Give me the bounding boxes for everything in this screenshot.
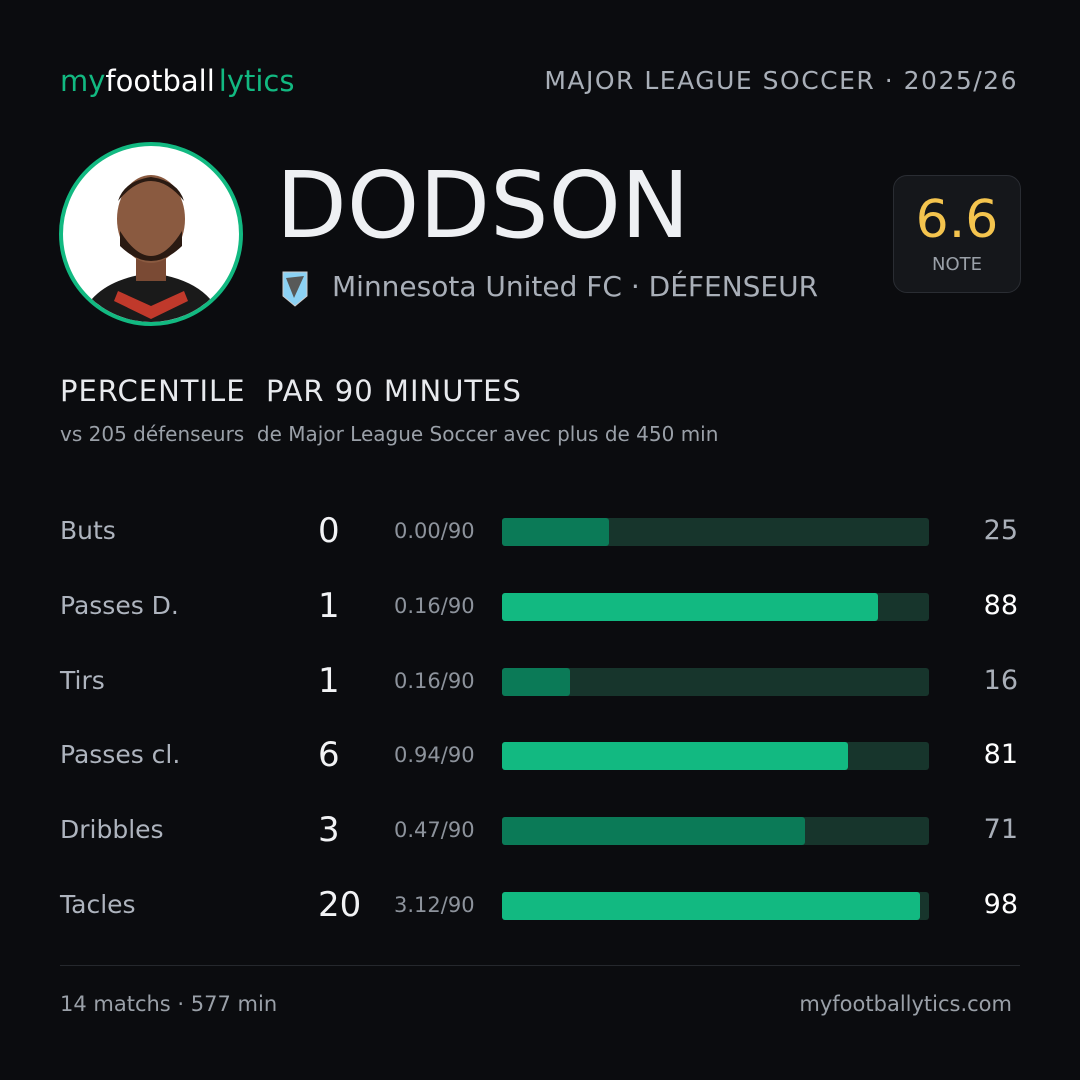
player-photo — [59, 142, 243, 326]
club-logo — [282, 271, 308, 307]
stat-count: 20 — [318, 885, 362, 925]
stat-per90: 0.47/90 — [394, 818, 475, 843]
brand-part: football — [105, 64, 215, 98]
brand-part: my — [60, 64, 106, 98]
bar-track — [502, 592, 929, 621]
rating-box: 6.6 NOTE — [893, 175, 1021, 293]
divider — [60, 965, 1020, 966]
percentile-bar — [502, 742, 848, 771]
stat-count: 6 — [318, 735, 340, 776]
brand-part: lytics — [218, 64, 295, 98]
brand: myfootball lytics — [60, 64, 294, 98]
rating-value: 6.6 — [915, 190, 999, 250]
stat-count: 3 — [318, 810, 340, 851]
player-name: DODSON — [276, 152, 690, 259]
stat-per90: 0.16/90 — [394, 668, 475, 693]
stat-percentile: 98 — [983, 889, 1018, 920]
stat-label: Passes D. — [60, 590, 179, 620]
stat-label: Buts — [60, 516, 116, 545]
stat-percentile: 81 — [983, 739, 1018, 771]
stat-count: 0 — [318, 511, 340, 551]
stat-percentile: 25 — [983, 515, 1018, 546]
stat-per90: 0.16/90 — [394, 593, 475, 618]
club-position: Minnesota United FC · DÉFENSEUR — [332, 270, 819, 303]
percentile-bar — [502, 518, 609, 546]
percentile-bar — [502, 667, 571, 696]
percentile-bar — [502, 592, 878, 621]
percentile-bar — [502, 892, 921, 920]
rating-label: NOTE — [931, 254, 982, 275]
stat-label: Tirs — [60, 665, 105, 695]
stat-percentile: 16 — [983, 664, 1018, 696]
section-subtitle: vs 205 défenseurs de Major League Soccer… — [60, 422, 719, 446]
stat-label: Passes cl. — [60, 740, 181, 770]
stat-label: Tacles — [60, 890, 136, 919]
stat-label: Dribbles — [60, 815, 164, 845]
stat-per90: 3.12/90 — [394, 893, 475, 917]
bar-track — [502, 817, 929, 846]
bar-track — [502, 667, 929, 696]
footer-left: 14 matchs · 577 min — [60, 992, 278, 1016]
bar-track — [502, 892, 929, 920]
section-title: PERCENTILE PAR 90 MINUTES — [60, 374, 522, 408]
bar-track — [502, 742, 929, 771]
percentile-bar — [502, 817, 806, 846]
stat-count: 1 — [318, 660, 340, 701]
stat-percentile: 88 — [983, 589, 1018, 621]
stat-percentile: 71 — [983, 814, 1018, 846]
league: MAJOR LEAGUE SOCCER · 2025/26 — [544, 66, 1018, 95]
footer-right: myfootballytics.com — [799, 992, 1012, 1016]
stat-per90: 0.94/90 — [394, 743, 475, 768]
bar-track — [502, 518, 929, 546]
stat-per90: 0.00/90 — [394, 519, 475, 543]
stat-count: 1 — [318, 585, 340, 626]
